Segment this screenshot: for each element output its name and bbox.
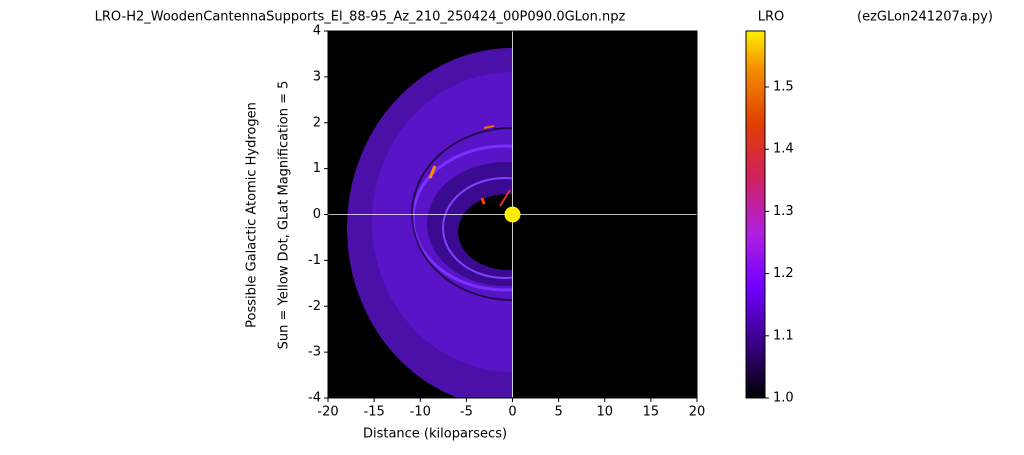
colorbar-tick-label: 1.4: [773, 142, 794, 157]
x-tick-label: -20: [317, 405, 338, 420]
colorbar-tick-label: 1.3: [773, 204, 794, 219]
sun-dot: [504, 206, 521, 223]
y-tick-label: 3: [313, 69, 321, 84]
colorbar-title: LRO: [758, 10, 785, 25]
y-tick-label: -2: [308, 299, 321, 314]
x-tick-label: 10: [596, 405, 613, 420]
x-tick-label: 5: [554, 405, 562, 420]
galaxy-image: [347, 48, 513, 398]
y-tick-label: -1: [308, 253, 321, 268]
y-tick-label: 2: [313, 115, 321, 130]
colorbar: [745, 30, 766, 399]
y-tick-label: 0: [313, 207, 321, 222]
y-tick-label: 1: [313, 161, 321, 176]
colorbar-tick-label: 1.5: [773, 79, 794, 94]
x-tick-label: -5: [460, 405, 473, 420]
y-axis-label: Sun = Yellow Dot, GLat Magnification = 5: [277, 81, 292, 350]
x-tick-label: -15: [364, 405, 385, 420]
y-tick-label: 4: [313, 24, 321, 39]
y-tick-label: -3: [308, 345, 321, 360]
x-tick-label: -10: [410, 405, 431, 420]
colorbar-tick-label: 1.0: [773, 391, 794, 406]
colorbar-tick-label: 1.2: [773, 266, 794, 281]
script-name: (ezGLon241207a.py): [857, 10, 993, 25]
x-tick-label: 20: [689, 405, 706, 420]
y-tick-label: -4: [308, 391, 321, 406]
colorbar-tick-label: 1.1: [773, 328, 794, 343]
y-axis-label: Possible Galactic Atomic Hydrogen: [245, 102, 260, 328]
x-axis-label: Distance (kiloparsecs): [363, 427, 507, 442]
chart-title: LRO-H2_WoodenCantennaSupports_El_88-95_A…: [95, 10, 626, 25]
x-tick-label: 15: [643, 405, 660, 420]
x-tick-label: 0: [508, 405, 516, 420]
